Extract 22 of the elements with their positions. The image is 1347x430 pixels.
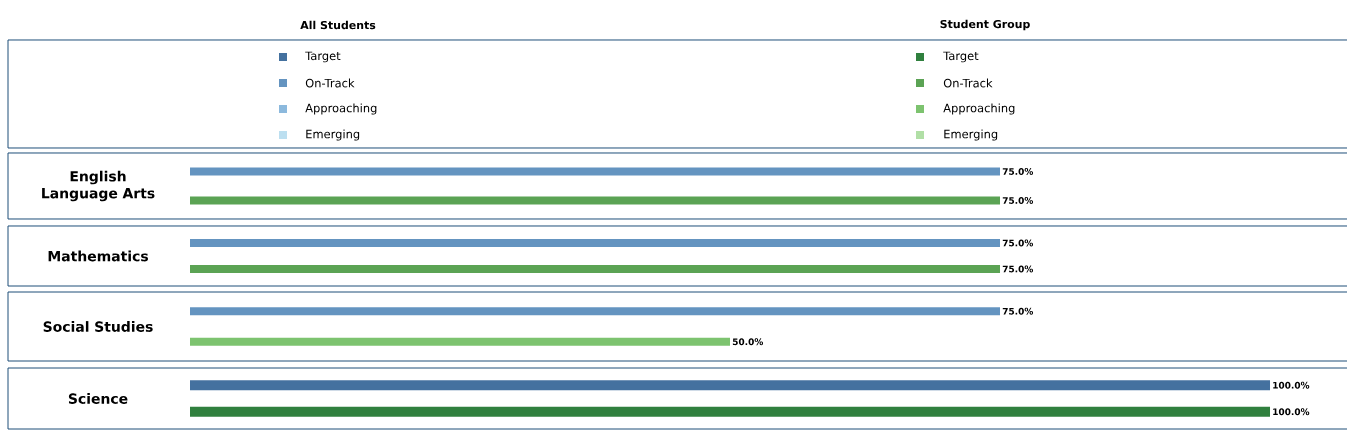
data-label: 75.0% (1002, 197, 1034, 204)
legend-label: Approaching (943, 103, 1015, 115)
text: Mathematics (48, 250, 148, 262)
data-label: 100.0% (1273, 408, 1310, 416)
text: Science (68, 393, 128, 404)
text: All Students (300, 20, 376, 30)
legend-label: Target (943, 51, 979, 63)
data-label: 75.0% (1002, 307, 1034, 315)
legend-label: Emerging (306, 129, 360, 141)
data-label: 100.0% (1273, 381, 1310, 389)
text: Social Studies (43, 321, 153, 332)
data-label: 75.0% (1002, 168, 1034, 175)
legend-label: On-Track (943, 78, 993, 88)
data-label: 75.0% (1002, 265, 1034, 273)
legend-label: On-Track (305, 78, 355, 88)
data-label: 75.0% (1002, 239, 1034, 247)
legend-label: Target (305, 51, 341, 63)
legend-label: Approaching (305, 103, 377, 115)
text: English Language Arts (42, 170, 155, 202)
text: Student Group (940, 19, 1030, 31)
legend-label: Emerging (944, 129, 998, 141)
data-label: 50.0% (732, 338, 764, 346)
